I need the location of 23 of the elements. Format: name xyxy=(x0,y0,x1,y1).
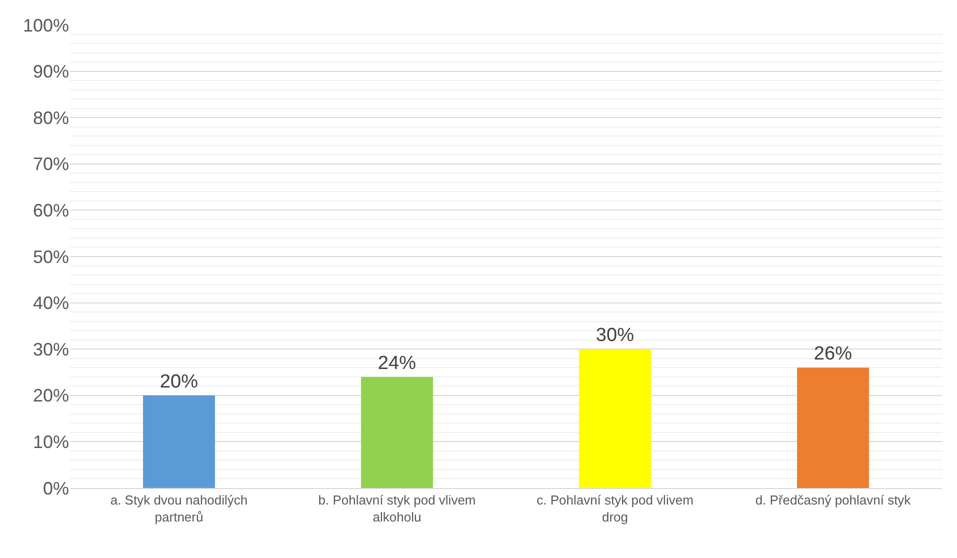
y-tick-label: 100% xyxy=(22,15,69,36)
y-tick-label: 90% xyxy=(32,62,69,82)
y-tick-label: 10% xyxy=(32,432,69,452)
x-tick-label: c. Pohlavní styk pod vlivem drog xyxy=(536,492,694,524)
y-tick-label: 30% xyxy=(32,339,69,360)
y-tick-label: 70% xyxy=(32,154,69,174)
y-tick-label: 0% xyxy=(42,478,69,498)
y-tick-label: 50% xyxy=(32,246,69,267)
y-tick-label: 40% xyxy=(32,293,69,314)
y-tick-label: 60% xyxy=(32,200,69,220)
x-tick-label: a. Styk dvou nahodilých partnerů xyxy=(110,492,248,524)
bar xyxy=(579,349,651,488)
x-tick-label: b. Pohlavní styk pod vlivem alkoholu xyxy=(318,492,476,524)
bar xyxy=(797,368,869,488)
y-tick-label: 20% xyxy=(32,386,69,406)
data-label: 24% xyxy=(378,352,416,374)
y-tick-label: 80% xyxy=(32,108,69,128)
x-tick-label: d. Předčasný pohlavní styk xyxy=(755,492,912,508)
bar xyxy=(361,376,433,488)
data-label: 26% xyxy=(814,344,852,365)
bar xyxy=(143,395,215,488)
data-label: 30% xyxy=(596,325,634,346)
data-label: 20% xyxy=(160,371,198,392)
